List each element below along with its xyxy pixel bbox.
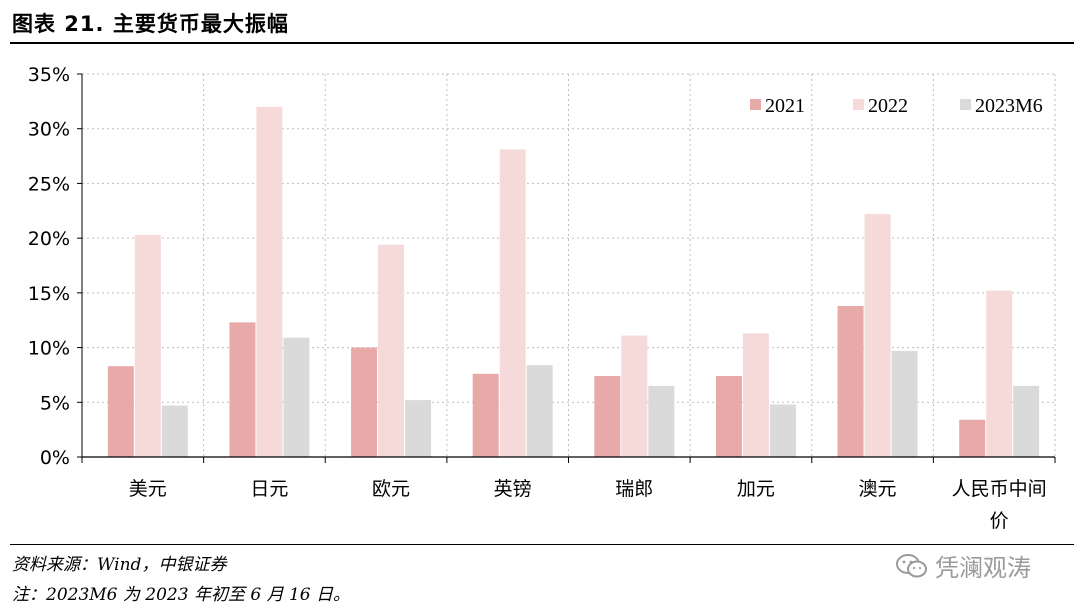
watermark: 凭澜观涛 (895, 548, 1031, 583)
bar-2022-4 (621, 335, 648, 457)
y-tick-label: 10% (28, 338, 70, 360)
bar-2022-6 (864, 214, 891, 457)
bar-2023M6-4 (648, 385, 675, 457)
y-tick-label: 20% (28, 228, 70, 250)
bar-2021-5 (715, 376, 742, 457)
x-category-label: 欧元 (372, 478, 410, 500)
footer-rule (10, 544, 1074, 545)
y-tick-label: 0% (40, 447, 70, 469)
bar-2021-2 (351, 347, 378, 457)
bar-2022-7 (986, 290, 1013, 457)
bar-2023M6-0 (161, 405, 188, 457)
bar-2023M6-7 (1013, 385, 1040, 457)
y-tick-label: 5% (40, 392, 70, 414)
bar-chart: 0% 5% 10% 15% 20% 25% 30% 35% 美元 日元 欧元 英镑 瑞郎 加元 澳元 人民币中… (28, 64, 1056, 532)
legend-swatch-2023M6 (960, 99, 971, 110)
x-category-label: 瑞郎 (615, 478, 653, 500)
bar-2021-6 (837, 305, 864, 457)
bar-2021-7 (959, 419, 986, 457)
x-category-label: 澳元 (859, 478, 897, 500)
bar-2023M6-6 (891, 350, 918, 457)
wechat-icon (896, 553, 927, 577)
bar-2023M6-3 (526, 365, 553, 457)
title-rule (10, 42, 1074, 44)
legend-label-2023M6: 2023M6 (975, 95, 1043, 117)
bar-2021-4 (594, 376, 621, 457)
bar-2022-2 (378, 244, 405, 457)
source-note: 资料来源：Wind，中银证券 (12, 555, 227, 575)
legend-label-2021: 2021 (765, 95, 805, 117)
bar-2023M6-1 (283, 337, 310, 457)
y-tick-label: 15% (28, 283, 70, 305)
bar-2022-0 (134, 234, 161, 457)
y-tick-label: 35% (28, 64, 70, 86)
x-category-label: 英镑 (494, 478, 532, 500)
x-category-label-cont: 价 (990, 510, 1009, 532)
bar-2023M6-5 (769, 404, 796, 457)
y-tick-label: 30% (28, 119, 70, 141)
y-tick-label: 25% (28, 173, 70, 195)
legend-swatch-2022 (853, 99, 864, 110)
bar-2022-1 (256, 106, 283, 457)
bar-2023M6-2 (405, 400, 432, 457)
x-category-label: 加元 (737, 478, 775, 500)
x-category-label: 人民币中间 (952, 478, 1047, 500)
watermark-text: 凭澜观涛 (935, 554, 1031, 582)
chart-title: 图表 21. 主要货币最大振幅 (12, 12, 289, 36)
bar-2022-5 (742, 333, 769, 457)
legend-swatch-2021 (750, 99, 761, 110)
bar-2021-0 (107, 366, 134, 457)
x-category-label: 美元 (129, 478, 167, 500)
bar-2021-1 (229, 322, 256, 457)
bar-2022-3 (499, 149, 526, 457)
x-category-label: 日元 (250, 478, 288, 500)
bar-2021-3 (472, 373, 499, 457)
legend-label-2022: 2022 (868, 95, 908, 117)
date-note: 注：2023M6 为 2023 年初至 6 月 16 日。 (12, 585, 351, 605)
